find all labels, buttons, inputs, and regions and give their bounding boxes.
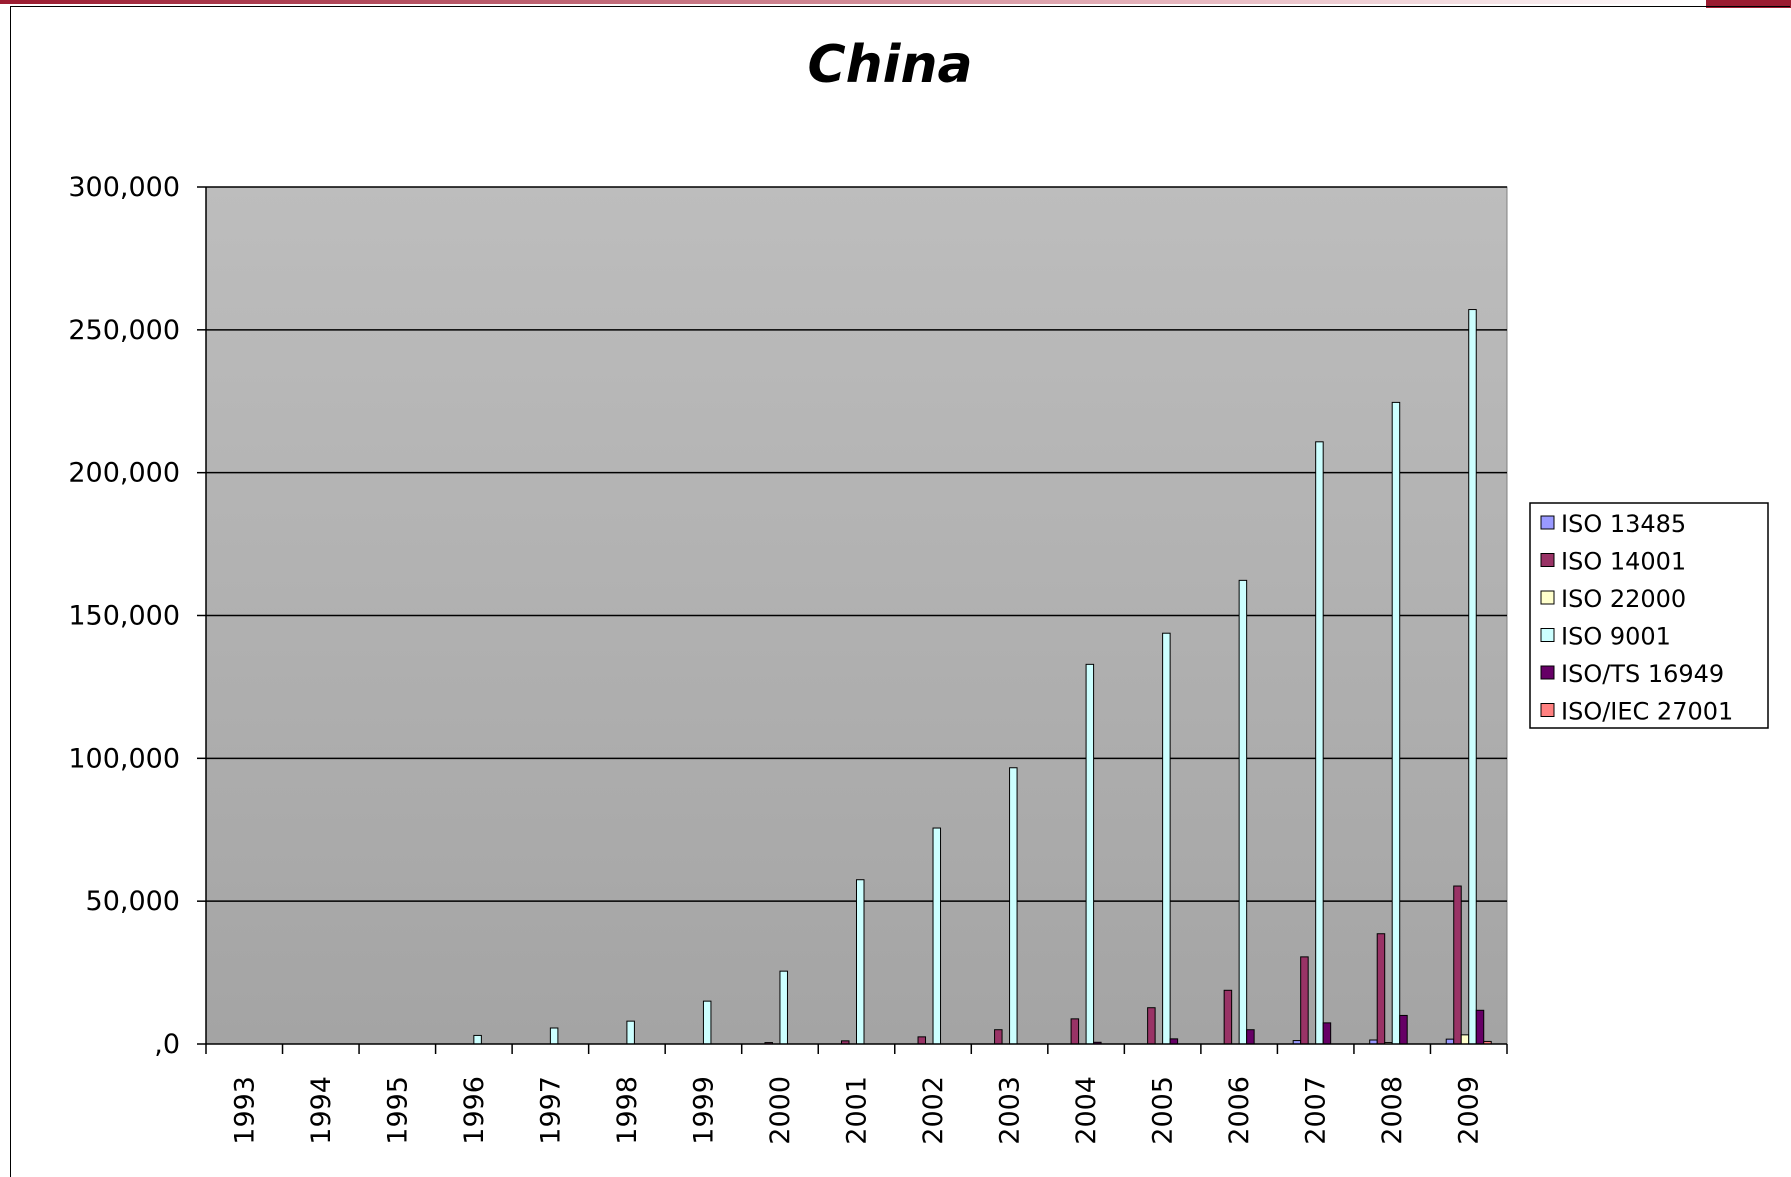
y-tick-label: 50,000 bbox=[86, 886, 180, 917]
legend-box bbox=[1529, 502, 1769, 729]
legend-swatch bbox=[1540, 703, 1555, 717]
legend-swatch bbox=[1540, 628, 1555, 642]
bar bbox=[1085, 663, 1095, 1045]
x-tick-label: 1994 bbox=[306, 1076, 337, 1145]
x-tick-label: 1999 bbox=[688, 1076, 719, 1145]
bar bbox=[549, 1027, 559, 1045]
legend-label: ISO 14001 bbox=[1561, 548, 1686, 576]
top-decorative-rule bbox=[0, 0, 1700, 4]
bar bbox=[1147, 1007, 1156, 1045]
legend-swatch bbox=[1540, 515, 1555, 530]
bar bbox=[1315, 441, 1324, 1045]
legend-label: ISO/TS 16949 bbox=[1561, 660, 1724, 688]
x-tick-label: 2000 bbox=[765, 1076, 796, 1145]
corner-logo-mark bbox=[1706, 0, 1791, 8]
legend-swatch bbox=[1540, 553, 1555, 567]
y-tick-label: 100,000 bbox=[68, 743, 180, 774]
x-tick-label: 2003 bbox=[995, 1076, 1026, 1145]
bar bbox=[473, 1034, 482, 1045]
bar bbox=[1475, 1009, 1485, 1045]
bar bbox=[1300, 956, 1309, 1045]
legend: ISO 13485 ISO 14001 ISO 22000 ISO 9001 ISO/T… bbox=[1529, 502, 1769, 729]
bar bbox=[1460, 1034, 1470, 1045]
y-tick-label: 150,000 bbox=[68, 601, 180, 632]
bar bbox=[1376, 933, 1386, 1045]
y-tick-label: 300,000 bbox=[68, 172, 180, 203]
bar bbox=[856, 879, 865, 1045]
legend-label: ISO 13485 bbox=[1561, 510, 1686, 538]
y-tick-label: ,0 bbox=[154, 1029, 180, 1060]
bar bbox=[1238, 579, 1248, 1045]
x-tick-label: 2001 bbox=[842, 1076, 873, 1145]
bar bbox=[1223, 989, 1233, 1045]
axes bbox=[197, 186, 1508, 1054]
bar bbox=[994, 1029, 1003, 1045]
x-tick-label: 2009 bbox=[1454, 1076, 1485, 1145]
x-tick-label: 2002 bbox=[918, 1076, 949, 1145]
x-tick-label: 2006 bbox=[1224, 1076, 1255, 1145]
bars bbox=[473, 309, 1492, 1045]
bar bbox=[1162, 632, 1171, 1045]
bar bbox=[1169, 1038, 1179, 1045]
bar bbox=[1009, 767, 1018, 1045]
chart-title: China bbox=[807, 35, 972, 95]
legend-swatch bbox=[1540, 590, 1555, 605]
legend-label: ISO 22000 bbox=[1561, 585, 1686, 613]
bar bbox=[932, 827, 942, 1045]
x-tick-label: 1993 bbox=[229, 1076, 260, 1145]
bar bbox=[1468, 309, 1477, 1045]
x-tick-labels: 1993 1994 1995 1996 1997 1998 1999 2000 2001 2002… bbox=[229, 1076, 1484, 1145]
bar bbox=[1070, 1018, 1080, 1045]
y-tick-label: 250,000 bbox=[68, 315, 180, 346]
bar bbox=[1391, 401, 1401, 1045]
bar bbox=[779, 970, 788, 1045]
x-tick-label: 1995 bbox=[382, 1076, 413, 1145]
x-tick-label: 1996 bbox=[459, 1076, 490, 1145]
y-tick-label: 200,000 bbox=[68, 458, 180, 489]
legend-label: ISO/IEC 27001 bbox=[1561, 698, 1733, 726]
legend-label: ISO 9001 bbox=[1561, 623, 1671, 651]
x-tick-label: 2004 bbox=[1071, 1076, 1102, 1145]
bar bbox=[626, 1020, 635, 1045]
y-tick-labels: ,0 50,000 100,000 150,000 200,000 250,000 300,… bbox=[68, 172, 180, 1060]
bar bbox=[702, 1000, 712, 1045]
legend-swatch bbox=[1540, 665, 1555, 680]
bar bbox=[1399, 1014, 1408, 1045]
chart-frame bbox=[10, 6, 1790, 1177]
bar bbox=[1322, 1022, 1332, 1045]
x-tick-label: 2008 bbox=[1377, 1076, 1408, 1145]
bar bbox=[917, 1036, 927, 1045]
x-tick-label: 2007 bbox=[1301, 1076, 1332, 1145]
x-tick-label: 1997 bbox=[535, 1076, 566, 1145]
bar bbox=[1246, 1029, 1255, 1045]
bar bbox=[1453, 885, 1462, 1045]
x-tick-label: 2005 bbox=[1148, 1076, 1179, 1145]
x-tick-label: 1998 bbox=[612, 1076, 643, 1145]
